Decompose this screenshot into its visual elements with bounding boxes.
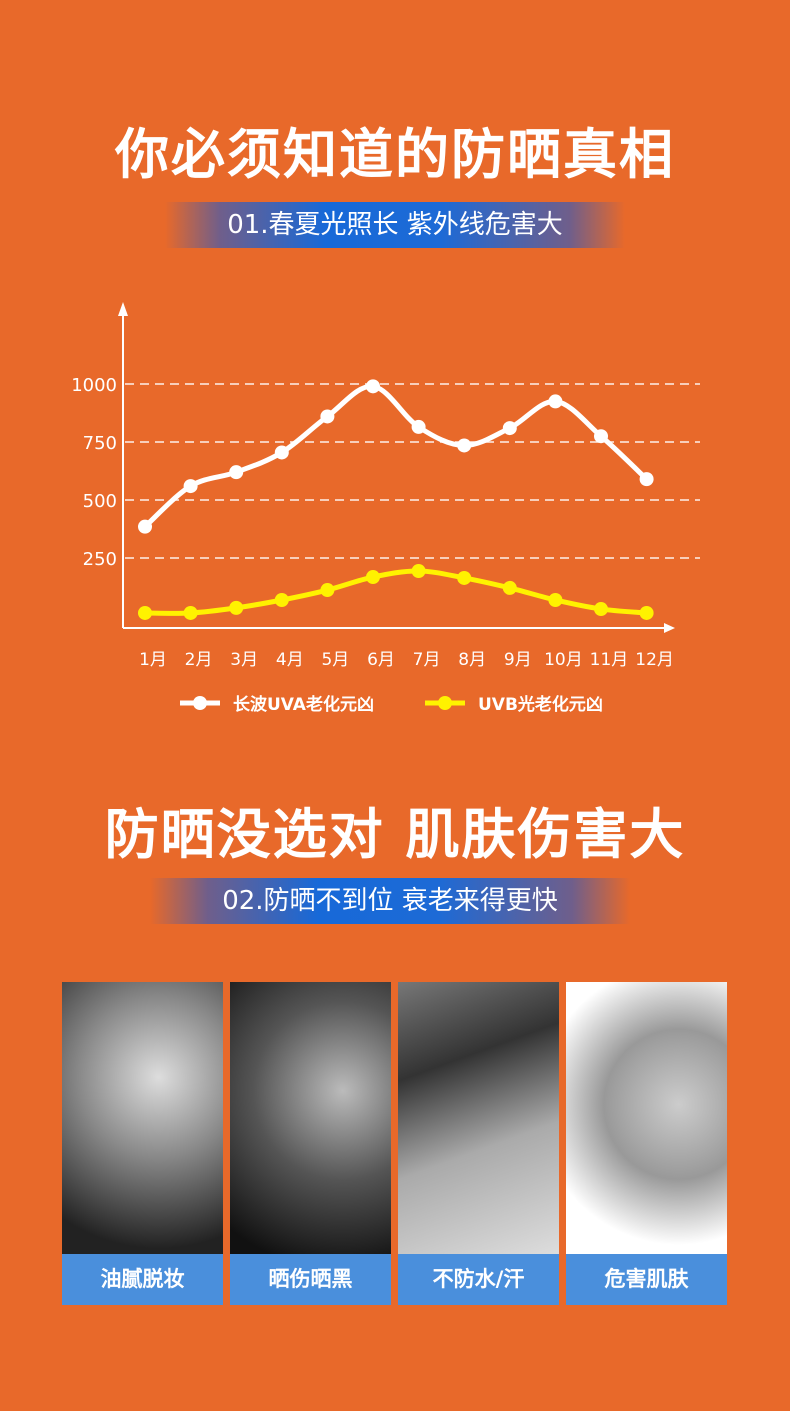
data-point: [639, 472, 654, 487]
section2-title: 防晒没选对 肌肤伤害大: [104, 803, 686, 866]
face-photo-sunburn: [230, 982, 391, 1254]
line-chart: 250 500 750 1000 1月 2月 3月 4月 5月 6月 7月 8月 9月 10月 11月 12月…: [71, 302, 700, 715]
data-point: [457, 570, 472, 585]
section1-title: 你必须知道的防晒真相: [115, 123, 675, 186]
card-label: 晒伤晒黑: [230, 1254, 391, 1305]
data-point: [639, 605, 654, 620]
face-photo-skin-damage: [566, 982, 727, 1254]
data-point: [594, 602, 608, 617]
data-point: [411, 563, 426, 578]
section1-subtitle: 01.春夏光照长 紫外线危害大: [165, 202, 625, 248]
legend-label: 长波UVA老化元凶: [233, 694, 374, 715]
data-point: [274, 592, 289, 607]
data-point: [320, 409, 335, 424]
legend-marker: [193, 696, 207, 710]
x-tick-label: 6月: [367, 650, 395, 670]
data-point: [138, 519, 152, 534]
y-tick-label: 250: [83, 549, 117, 570]
card-label: 油腻脱妆: [62, 1254, 223, 1305]
y-tick-label: 1000: [71, 375, 117, 396]
x-tick-label: 4月: [276, 650, 304, 670]
x-tick-label: 12月: [635, 650, 674, 670]
x-tick-label: 5月: [321, 650, 349, 670]
section2-subtitle: 02.防晒不到位 衰老来得更快: [150, 878, 630, 924]
legend-marker: [438, 696, 452, 710]
data-point: [548, 394, 563, 409]
card-sweat: 不防水/汗: [398, 982, 559, 1305]
x-tick-label: 11月: [590, 650, 629, 670]
data-point: [229, 465, 244, 480]
data-point: [366, 379, 380, 394]
x-tick-label: 2月: [185, 650, 213, 670]
y-axis-arrow: [118, 302, 128, 316]
x-axis-arrow: [664, 623, 675, 633]
x-tick-label: 3月: [230, 650, 258, 670]
data-point: [320, 583, 335, 598]
series-line-0: [143, 383, 649, 529]
y-tick-label: 500: [83, 491, 117, 512]
data-point: [457, 438, 472, 453]
x-tick-label: 1月: [139, 650, 167, 670]
face-photo-oily: [62, 982, 223, 1254]
data-point: [366, 570, 380, 585]
x-tick-label: 9月: [504, 650, 532, 670]
card-oily: 油腻脱妆: [62, 982, 223, 1305]
face-photo-sweat: [398, 982, 559, 1254]
x-tick-label: 7月: [413, 650, 441, 670]
card-label: 不防水/汗: [398, 1254, 559, 1305]
data-point: [229, 600, 244, 615]
data-point: [274, 445, 289, 460]
data-point: [502, 421, 517, 436]
data-point: [183, 605, 198, 620]
legend-label: UVB光老化元凶: [478, 694, 603, 715]
x-tick-label: 8月: [458, 650, 486, 670]
data-point: [594, 429, 608, 444]
card-skin-damage: 危害肌肤: [566, 982, 727, 1305]
x-tick-label: 10月: [544, 650, 583, 670]
data-point: [502, 580, 517, 595]
data-point: [138, 605, 152, 620]
y-tick-label: 750: [83, 433, 117, 454]
data-point: [411, 419, 426, 434]
series-line-1: [144, 568, 647, 616]
card-label: 危害肌肤: [566, 1254, 727, 1305]
data-point: [548, 592, 563, 607]
card-sunburn: 晒伤晒黑: [230, 982, 391, 1305]
data-point: [183, 479, 198, 494]
